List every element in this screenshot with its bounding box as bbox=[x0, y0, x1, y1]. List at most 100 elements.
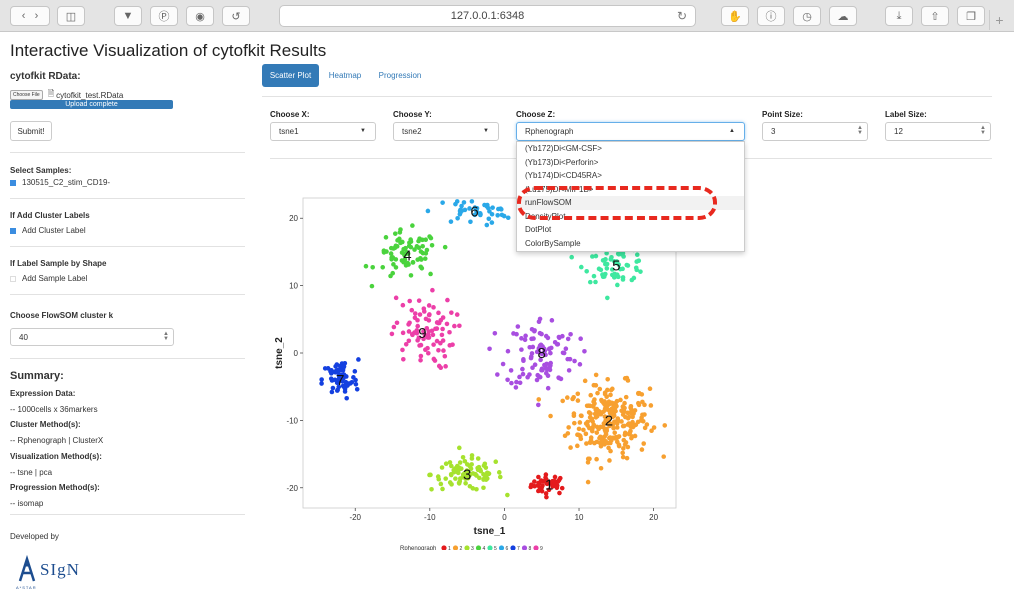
info-icon[interactable]: ⓘ bbox=[757, 6, 785, 26]
dropdown-option[interactable]: DotPlot bbox=[525, 225, 552, 235]
rdata-label: cytofkit RData: bbox=[10, 71, 81, 82]
dropdown-option[interactable]: (Yb174)Di<CD45RA> bbox=[525, 171, 602, 181]
scatter-point bbox=[622, 405, 627, 411]
scatter-point bbox=[434, 320, 440, 325]
new-tab-icon[interactable]: + bbox=[989, 10, 1009, 30]
scatter-point bbox=[612, 430, 618, 436]
add-cluster-label-checkbox[interactable]: Add Cluster Label bbox=[10, 226, 86, 235]
scatter-point bbox=[419, 265, 425, 271]
scatter-point bbox=[344, 395, 349, 401]
stepper-icon[interactable]: ▲ ▼ bbox=[163, 331, 169, 342]
scatter-point bbox=[403, 341, 409, 347]
clock-icon[interactable]: ◷ bbox=[793, 6, 821, 26]
sample-checkbox[interactable]: 130515_C2_stim_CD19- bbox=[10, 178, 110, 187]
scatter-point bbox=[443, 476, 449, 481]
flowsom-k-input[interactable]: 40 ▲ ▼ bbox=[10, 328, 174, 346]
cluster-label: 1 bbox=[545, 476, 553, 493]
scatter-point bbox=[547, 367, 553, 373]
scatter-point bbox=[408, 273, 414, 278]
scatter-point bbox=[572, 358, 577, 364]
scatter-point bbox=[537, 330, 543, 336]
scatter-point bbox=[592, 397, 597, 402]
dropdown-option[interactable]: (Yb173)Di<Perforin> bbox=[525, 157, 599, 167]
scatter-point bbox=[547, 346, 552, 351]
legend-swatch bbox=[487, 545, 493, 550]
scatter-point bbox=[626, 414, 632, 420]
scatter-point bbox=[608, 409, 613, 414]
extension-icon[interactable]: ◉ bbox=[186, 6, 214, 26]
download-icon[interactable]: ⤓ bbox=[885, 6, 913, 26]
sidebar-icon[interactable]: ◫ bbox=[57, 6, 85, 26]
scatter-point bbox=[404, 249, 409, 255]
dropdown-option-runflowsom[interactable]: runFlowSOM bbox=[517, 196, 744, 210]
scatter-point bbox=[543, 370, 549, 376]
add-sample-label-text: Add Sample Label bbox=[22, 274, 88, 283]
choose-file-button[interactable]: Choose File bbox=[10, 90, 43, 100]
scatter-point bbox=[581, 427, 586, 433]
scatter-point bbox=[427, 312, 432, 317]
dropdown-option[interactable]: ColorBySample bbox=[525, 238, 581, 248]
stepper-icon[interactable]: ▲ ▼ bbox=[980, 125, 986, 136]
file-input[interactable]: Choose File 🗎 cytofkit_test.RData bbox=[10, 88, 123, 102]
scatter-point bbox=[601, 409, 606, 414]
scatter-point bbox=[467, 483, 473, 489]
pocket-icon[interactable]: ▼ bbox=[114, 6, 142, 26]
scatter-point bbox=[354, 386, 360, 392]
y-tick-label: 10 bbox=[289, 282, 298, 291]
point-size-input[interactable]: 3 ▲ ▼ bbox=[762, 122, 868, 141]
label-size-input[interactable]: 12 ▲ ▼ bbox=[885, 122, 991, 141]
share-icon[interactable]: ⇧ bbox=[921, 6, 949, 26]
stepper-icon[interactable]: ▲ ▼ bbox=[857, 125, 863, 136]
scatter-point bbox=[345, 383, 350, 388]
scatter-point bbox=[588, 440, 593, 445]
checkbox-unchecked-icon[interactable] bbox=[10, 275, 16, 282]
address-bar[interactable]: 127.0.0.1:6348 ↻ bbox=[279, 5, 696, 27]
choose-z-dropdown[interactable]: (Yb172)Di<GM-CSF> (Yb173)Di<Perforin> (Y… bbox=[516, 141, 745, 252]
dropdown-option[interactable]: (Yb172)Di<GM-CSF> bbox=[525, 144, 602, 154]
scatter-point bbox=[604, 428, 610, 434]
scatter-point bbox=[419, 257, 424, 262]
history-icon[interactable]: ↺ bbox=[222, 6, 250, 26]
scatter-point bbox=[319, 381, 324, 386]
scatter-point bbox=[406, 329, 412, 334]
tab-progression[interactable]: Progression bbox=[378, 71, 422, 80]
scatter-point bbox=[616, 442, 622, 448]
checkbox-checked-icon[interactable] bbox=[10, 227, 16, 234]
x-tick-label: 0 bbox=[502, 513, 507, 522]
reload-icon[interactable]: ↻ bbox=[676, 9, 687, 23]
back-forward-buttons[interactable]: ‹ › bbox=[10, 6, 50, 26]
scatter-point bbox=[412, 315, 418, 321]
tab-scatter-plot[interactable]: Scatter Plot bbox=[262, 64, 319, 87]
scatter-point bbox=[592, 411, 598, 417]
upload-status: Upload complete bbox=[65, 101, 118, 108]
choose-x-select[interactable]: tsne1 ▼ bbox=[270, 122, 376, 141]
scatter-point bbox=[607, 435, 612, 441]
scatter-point bbox=[508, 368, 514, 373]
scatter-point bbox=[445, 297, 450, 303]
scatter-point bbox=[620, 266, 625, 272]
scatter-point bbox=[529, 351, 535, 356]
scatter-point bbox=[568, 331, 573, 337]
scatter-point bbox=[505, 348, 511, 354]
tabs-icon[interactable]: ❐ bbox=[957, 6, 985, 26]
pinterest-icon[interactable]: Ⓟ bbox=[150, 6, 178, 26]
scatter-point bbox=[591, 422, 597, 428]
scatter-point bbox=[602, 274, 607, 279]
scatter-point bbox=[447, 329, 452, 335]
checkbox-checked-icon[interactable] bbox=[10, 179, 16, 186]
scatter-point bbox=[605, 376, 610, 382]
choose-z-select[interactable]: Rphenograph ▲ bbox=[516, 122, 745, 141]
submit-button[interactable]: Submit! bbox=[10, 121, 52, 141]
scatter-point bbox=[577, 433, 583, 438]
summary-line: -- tsne | pca bbox=[10, 467, 53, 477]
scatter-point bbox=[486, 216, 492, 222]
scatter-point bbox=[625, 410, 631, 416]
scatter-point bbox=[532, 362, 538, 368]
scatter-point bbox=[485, 205, 491, 211]
cloud-icon[interactable]: ☁ bbox=[829, 6, 857, 26]
tab-heatmap[interactable]: Heatmap bbox=[328, 71, 362, 80]
add-sample-label-checkbox[interactable]: Add Sample Label bbox=[10, 274, 87, 283]
scatter-point bbox=[464, 468, 470, 473]
choose-y-select[interactable]: tsne2 ▼ bbox=[393, 122, 499, 141]
hand-icon[interactable]: ✋ bbox=[721, 6, 749, 26]
